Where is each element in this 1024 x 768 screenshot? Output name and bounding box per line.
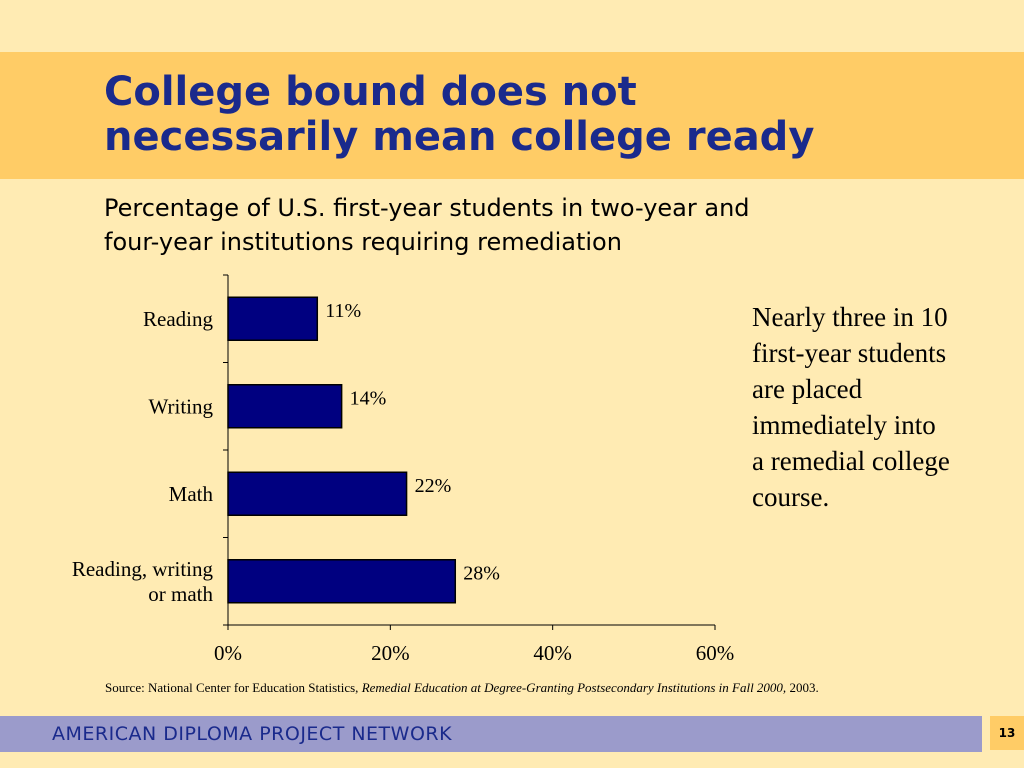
category-label: Reading (143, 307, 213, 331)
x-tick-label: 60% (696, 641, 735, 665)
category-label: Math (169, 482, 214, 506)
bar (227, 559, 457, 604)
bar-data-label: 28% (463, 562, 500, 584)
x-tick-label: 40% (533, 641, 572, 665)
source-prefix: Source: National Center for Education St… (105, 680, 362, 695)
slide-title: College bound does not necessarily mean … (104, 70, 984, 160)
callout-line: first-year students (752, 338, 947, 368)
bar (227, 471, 408, 516)
footer-organization: AMERICAN DIPLOMA PROJECT NETWORK (52, 723, 453, 745)
category-label: Reading, writing (72, 557, 214, 581)
callout-line: a remedial college (752, 446, 950, 476)
callout-line: immediately into (752, 410, 936, 440)
category-label: Writing (149, 394, 214, 418)
title-line-2: necessarily mean college ready (104, 114, 815, 160)
page-number: 13 (990, 716, 1024, 750)
source-note: Source: National Center for Education St… (105, 679, 905, 696)
source-title: Remedial Education at Degree-Granting Po… (361, 680, 787, 695)
bar-data-label: 22% (415, 475, 452, 497)
bar-data-label: 14% (350, 387, 387, 409)
callout-line: are placed (752, 374, 863, 404)
subtitle-line-1: Percentage of U.S. first-year students i… (104, 194, 750, 222)
callout-line: course. (752, 482, 830, 512)
bar (227, 296, 319, 341)
callout-line: Nearly three in 10 (752, 302, 948, 332)
remediation-bar-chart: 0% 20% 40% 60% 11% Reading 14% Writing 22% Math 28… (72, 274, 735, 665)
chart-subtitle: Percentage of U.S. first-year students i… (104, 191, 924, 259)
footer-band (0, 716, 982, 752)
bar (227, 384, 343, 429)
category-label: or math (148, 582, 213, 606)
source-suffix: 2003. (786, 680, 819, 695)
title-line-1: College bound does not (104, 69, 637, 115)
x-tick-label: 0% (214, 641, 242, 665)
subtitle-line-2: four-year institutions requiring remedia… (104, 228, 622, 256)
bar-data-label: 11% (325, 300, 361, 322)
x-tick-label: 20% (371, 641, 410, 665)
callout-text: Nearly three in 10 first-year students are… (752, 299, 1002, 515)
title-band (0, 52, 1024, 179)
